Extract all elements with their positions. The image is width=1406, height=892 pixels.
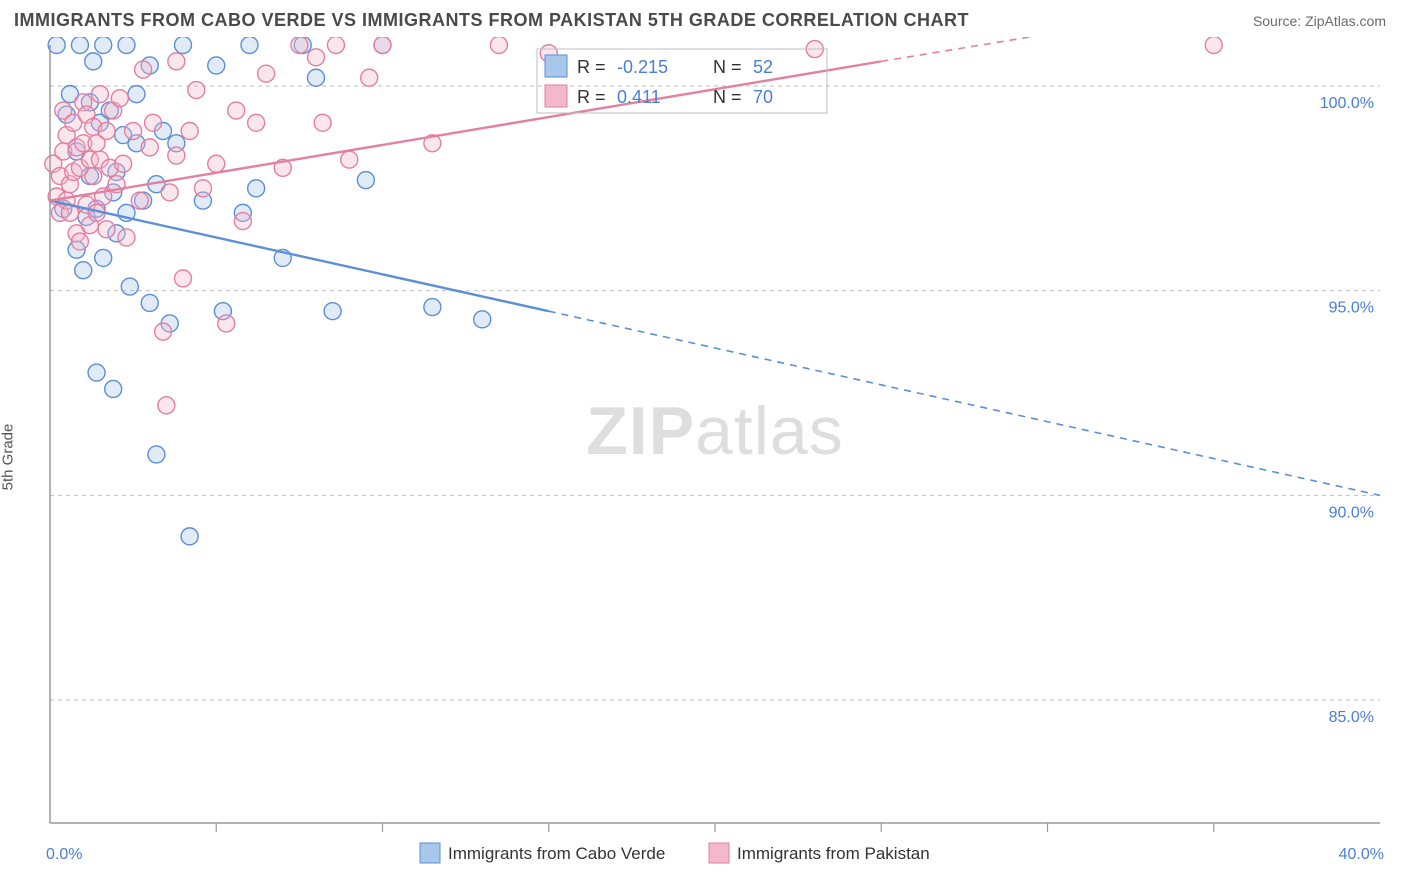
data-point xyxy=(490,37,507,54)
data-point xyxy=(361,69,378,86)
data-point xyxy=(1205,37,1222,54)
data-point xyxy=(291,37,308,54)
data-point xyxy=(115,155,132,172)
data-point xyxy=(188,82,205,99)
stats-n-value: 52 xyxy=(753,57,773,77)
data-point xyxy=(118,229,135,246)
y-tick-label: 95.0% xyxy=(1329,300,1374,317)
data-point xyxy=(95,37,112,54)
stats-label: N = xyxy=(713,87,742,107)
data-point xyxy=(91,86,108,103)
data-point xyxy=(105,380,122,397)
data-point xyxy=(71,233,88,250)
x-tick-label: 40.0% xyxy=(1339,846,1384,863)
chart-title: IMMIGRANTS FROM CABO VERDE VS IMMIGRANTS… xyxy=(14,10,969,31)
data-point xyxy=(308,69,325,86)
stats-label: N = xyxy=(713,57,742,77)
stats-label: R = xyxy=(577,87,606,107)
stats-r-value: 0.411 xyxy=(617,87,661,107)
legend-swatch xyxy=(420,843,440,863)
stats-swatch xyxy=(545,85,567,107)
data-point xyxy=(128,86,145,103)
data-point xyxy=(88,364,105,381)
data-point xyxy=(141,294,158,311)
data-point xyxy=(324,303,341,320)
data-point xyxy=(357,172,374,189)
data-point xyxy=(194,180,211,197)
data-point xyxy=(241,37,258,54)
watermark: ZIPatlas xyxy=(586,393,843,469)
trend-line xyxy=(50,61,881,200)
legend-swatch xyxy=(709,843,729,863)
data-point xyxy=(155,323,172,340)
plot-area: 5th Grade 85.0% 90.0% 95.0% 100.0% ZIPatlas 0… xyxy=(0,37,1406,877)
data-point xyxy=(168,147,185,164)
data-point xyxy=(208,155,225,172)
data-point xyxy=(341,151,358,168)
x-tick-label: 0.0% xyxy=(46,846,82,863)
data-point xyxy=(125,122,142,139)
data-point xyxy=(258,65,275,82)
data-point xyxy=(145,114,162,131)
y-tick-label: 85.0% xyxy=(1329,709,1374,726)
data-point xyxy=(424,299,441,316)
data-point xyxy=(75,262,92,279)
trend-line-extrapolated xyxy=(881,37,1380,61)
source-label: Source: ZipAtlas.com xyxy=(1253,13,1386,29)
stats-r-value: -0.215 xyxy=(617,57,668,77)
data-point xyxy=(168,53,185,70)
title-bar: IMMIGRANTS FROM CABO VERDE VS IMMIGRANTS… xyxy=(0,0,1406,37)
data-point xyxy=(98,221,115,238)
data-point xyxy=(95,249,112,266)
data-point xyxy=(161,184,178,201)
stats-n-value: 70 xyxy=(753,87,773,107)
data-point xyxy=(181,528,198,545)
data-point xyxy=(148,446,165,463)
data-point xyxy=(135,61,152,78)
data-point xyxy=(181,122,198,139)
data-point xyxy=(248,114,265,131)
legend-label: Immigrants from Cabo Verde xyxy=(448,844,665,863)
data-point xyxy=(218,315,235,332)
y-tick-label: 100.0% xyxy=(1320,95,1374,112)
data-point xyxy=(131,192,148,209)
data-point xyxy=(71,37,88,54)
trend-line xyxy=(50,201,549,312)
data-point xyxy=(248,180,265,197)
data-point xyxy=(158,397,175,414)
data-point xyxy=(474,311,491,328)
data-point xyxy=(175,270,192,287)
data-point xyxy=(374,37,391,54)
data-point xyxy=(111,90,128,107)
stats-swatch xyxy=(545,55,567,77)
data-point xyxy=(228,102,245,119)
data-point xyxy=(121,278,138,295)
legend-label: Immigrants from Pakistan xyxy=(737,844,930,863)
stats-label: R = xyxy=(577,57,606,77)
data-point xyxy=(118,37,135,54)
y-axis-label: 5th Grade xyxy=(0,424,17,491)
data-point xyxy=(308,49,325,66)
data-point xyxy=(98,122,115,139)
data-point xyxy=(234,213,251,230)
data-point xyxy=(314,114,331,131)
data-point xyxy=(175,37,192,54)
data-point xyxy=(327,37,344,54)
y-tick-label: 90.0% xyxy=(1329,504,1374,521)
data-point xyxy=(85,53,102,70)
scatter-chart: 85.0% 90.0% 95.0% 100.0% ZIPatlas 0.0% 40.0% R … xyxy=(0,37,1406,877)
data-point xyxy=(208,57,225,74)
data-point xyxy=(141,139,158,156)
data-point xyxy=(85,168,102,185)
